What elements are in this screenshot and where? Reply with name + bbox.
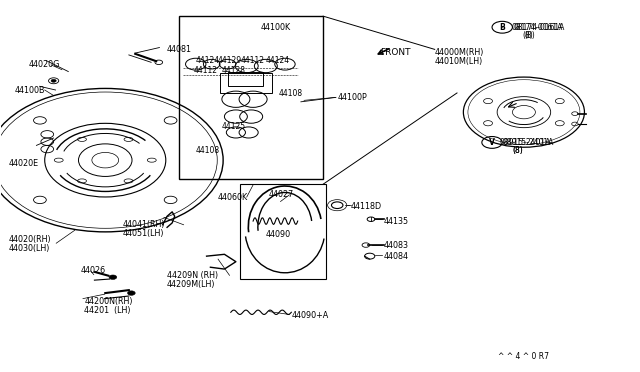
Text: 44108: 44108 — [196, 147, 220, 155]
Text: ^ ^ 4 ^ 0 R7: ^ ^ 4 ^ 0 R7 — [499, 352, 549, 361]
Text: 44108: 44108 — [278, 89, 303, 98]
Text: (8): (8) — [513, 146, 523, 155]
Text: 44010M(LH): 44010M(LH) — [435, 57, 483, 66]
Bar — [241, 184, 326, 279]
Text: 44020(RH): 44020(RH) — [9, 235, 52, 244]
Text: 44051(LH): 44051(LH) — [122, 230, 164, 238]
Text: 44027: 44027 — [269, 190, 294, 199]
Text: 44100K: 44100K — [260, 23, 291, 32]
Text: 44060K: 44060K — [218, 193, 248, 202]
Bar — [228, 72, 262, 86]
Bar — [179, 16, 323, 179]
Text: 44200N(RH): 44200N(RH) — [84, 297, 132, 306]
Text: 44020E: 44020E — [9, 159, 39, 169]
Text: 44041(RH): 44041(RH) — [122, 220, 165, 229]
Text: 44209M(LH): 44209M(LH) — [167, 280, 216, 289]
Text: 08915-2401A: 08915-2401A — [500, 138, 551, 147]
Text: 44030(LH): 44030(LH) — [9, 244, 51, 253]
Text: 44125: 44125 — [221, 122, 245, 131]
Text: 44128: 44128 — [221, 66, 245, 75]
Text: 44209N (RH): 44209N (RH) — [167, 271, 218, 280]
Text: 44124: 44124 — [266, 56, 290, 65]
Text: 44083: 44083 — [384, 241, 409, 250]
Text: 44084: 44084 — [384, 252, 409, 262]
Circle shape — [51, 79, 56, 82]
Text: 44112: 44112 — [194, 66, 218, 75]
Text: 44100B: 44100B — [14, 86, 45, 94]
Text: 08915-2401A: 08915-2401A — [503, 138, 554, 147]
Bar — [220, 73, 272, 93]
Text: 44112: 44112 — [241, 56, 264, 65]
Text: 08174-0161A: 08174-0161A — [513, 23, 564, 32]
Text: 44026: 44026 — [81, 266, 106, 275]
Text: 44000M(RH): 44000M(RH) — [435, 48, 484, 57]
Text: 44129: 44129 — [218, 56, 242, 65]
Text: (8): (8) — [523, 31, 533, 40]
Text: 44090+A: 44090+A — [291, 311, 328, 320]
Text: B: B — [499, 23, 505, 32]
Text: 08174-0161A: 08174-0161A — [511, 23, 563, 32]
Text: 44118D: 44118D — [351, 202, 381, 211]
Text: 44020G: 44020G — [28, 60, 60, 70]
Circle shape — [127, 291, 135, 295]
Text: 44124: 44124 — [196, 56, 220, 65]
Circle shape — [109, 275, 116, 279]
Text: (8): (8) — [524, 31, 534, 40]
Text: 44081: 44081 — [167, 45, 192, 54]
Text: 44135: 44135 — [384, 217, 409, 225]
Text: 44201  (LH): 44201 (LH) — [84, 306, 131, 315]
Text: FRONT: FRONT — [381, 48, 411, 57]
Text: (8): (8) — [513, 146, 523, 155]
Text: 44090: 44090 — [266, 230, 291, 239]
Text: 44100P: 44100P — [338, 93, 367, 102]
Text: V: V — [489, 138, 495, 147]
